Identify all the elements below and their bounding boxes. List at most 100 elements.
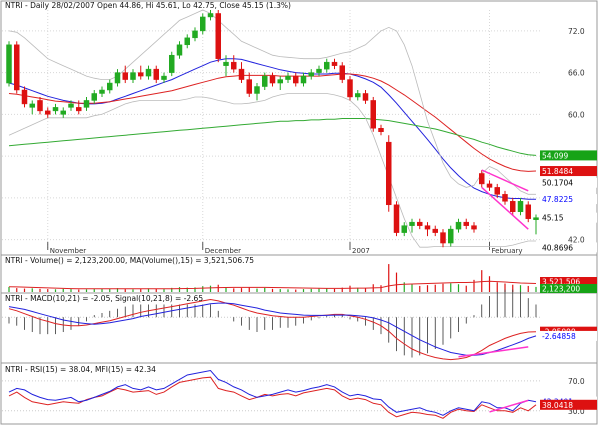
rsi-value-label-box [540,399,597,410]
candle-body [339,65,345,80]
price-value-label: 51.8484 [542,167,573,176]
candle-body [122,72,128,80]
candle-body [510,201,516,212]
price-value-label-box [540,212,597,223]
candle-body [370,100,376,129]
candle-body [432,228,438,233]
volume-plot [8,264,537,292]
volume-value-label: 2,123,200 [542,285,580,294]
rsi-y-tick-label: 30.0 [568,407,585,416]
candle-body [448,228,454,244]
candle-body [502,194,508,202]
macd-trendline [458,346,529,358]
rsi-value-label: 38.0418 [542,401,573,410]
price-value-label-box [540,177,597,188]
price-series-line [8,58,536,200]
candle-body [99,89,105,94]
price-trendline [481,186,529,230]
candle-body [517,201,524,212]
candle-body [471,225,477,230]
candle-body [525,204,531,219]
x-tick-label: November [50,247,87,255]
candle-body [60,110,66,115]
price-series-line [8,9,536,195]
candle-body [145,68,152,77]
price-panel-frame [0,0,598,256]
candle-body [207,13,214,18]
price-y-tick-label: 72.0 [568,27,585,36]
price-y-tick-label: 66.0 [568,69,585,78]
macd-panel-title: NTRI - MACD(10,21) = -2.05, Signal(10,21… [5,294,203,303]
candle-body [223,61,229,66]
candle-body [246,79,252,94]
candle-body [76,107,82,112]
volume-ma-line [8,280,537,290]
rsi-series-line [8,369,537,416]
candle-body [277,79,283,84]
rsi-panel-title: NTRI - RSI(15) = 38.04, MFI(15) = 42.34 [5,365,156,374]
candle-body [378,128,384,132]
candle-body [293,75,299,84]
candle-body [184,37,190,46]
candle-body [324,61,330,70]
candle-body [231,61,237,70]
rsi-y-tick-label: 70.0 [568,377,585,386]
candle-body [386,141,392,206]
candle-body [401,225,407,233]
volume-panel-title: NTRI - Volume() = 2,123,200.00, MA(Volum… [5,256,254,265]
candle-body [176,44,183,56]
candle-body [21,89,28,105]
candle-body [409,221,415,226]
macd-series-line [8,302,537,356]
value-labels: 54.099 51.8484 50.1704 47.8225 45.15 40.8696 3… [540,150,597,410]
x-tick-label: February [492,247,523,255]
macd-value-label-box [540,330,597,341]
price-value-label: 40.8696 [542,243,573,252]
candle-body [355,93,361,98]
price-series-line [8,93,536,248]
candle-body [424,225,431,230]
rsi-trendline [489,399,529,413]
price-value-label-box [540,242,597,253]
macd-panel-frame [0,292,598,364]
price-y-tick-label: 60.0 [568,110,585,119]
candle-body [192,30,198,39]
x-tick-label: 2007 [352,247,370,255]
candle-body [262,75,268,87]
candle-body [107,82,113,91]
candle-body [238,68,245,80]
candle-body [91,93,97,101]
macd-plot [8,289,537,361]
price-value-label-box [540,150,597,161]
candle-body [533,217,539,220]
price-value-label: 47.8225 [542,195,573,204]
candle-body [215,13,221,59]
rsi-plot: 70.0 30.0 [8,369,585,419]
x-tick-label: December [205,247,241,255]
candle-body [440,232,446,244]
candle-body [52,107,59,112]
candle-body [494,187,500,195]
candle-body [463,221,469,226]
candle-body [37,100,43,112]
candle-body [130,72,136,80]
price-value-label: 54.099 [542,151,568,160]
volume-value-label-box [540,284,597,293]
price-panel-title: NTRI - Daily 28/02/2007 Open 44.86, Hi 4… [5,1,291,10]
candle-body [316,68,322,73]
candle-body [393,204,400,233]
candle-body [479,173,485,185]
price-value-label-box [540,166,597,177]
candle-body [455,221,462,230]
price-value-label: 50.1704 [542,179,573,188]
candle-body [308,72,314,77]
macd-value-label: -2.64858 [542,332,576,341]
candle-body [83,100,90,108]
candle-body [29,103,35,108]
grid-layer [2,10,540,412]
candle-body [285,75,291,80]
candle-body [362,93,369,101]
price-y-tick-label: 42.0 [568,236,585,245]
price-value-label-box [540,194,597,205]
